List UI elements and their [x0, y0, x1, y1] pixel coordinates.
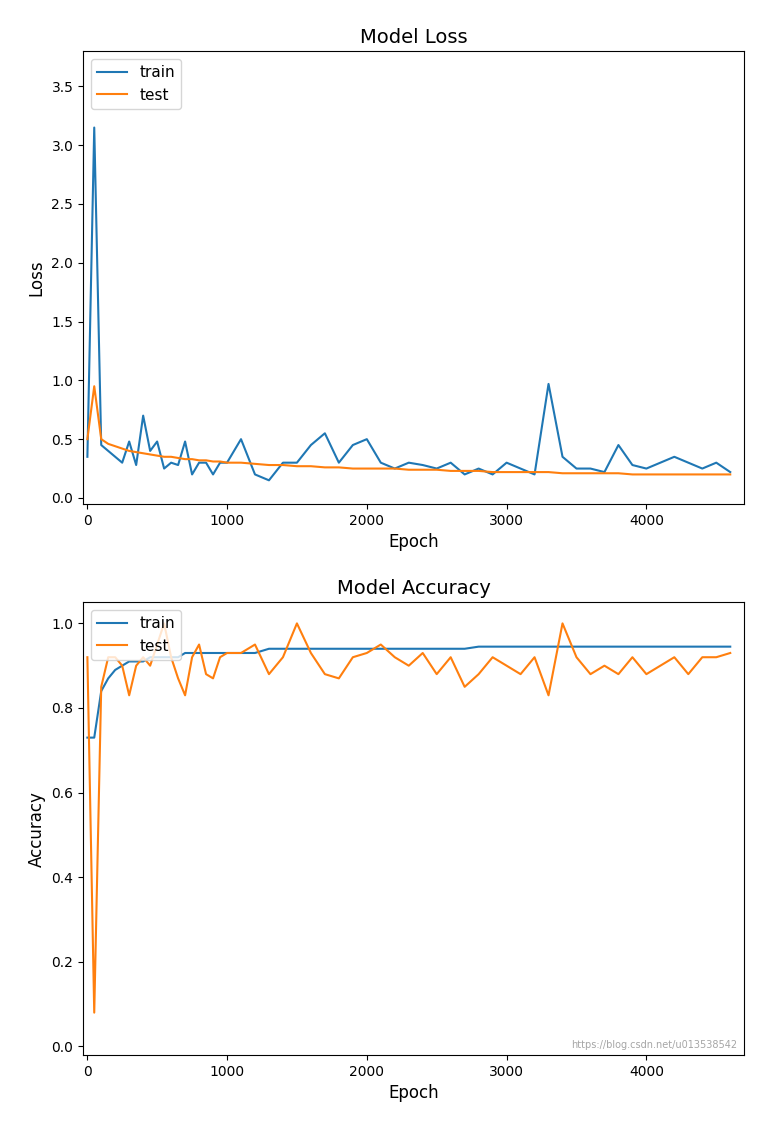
train	[96, 685, 106, 698]
train	[188, 646, 197, 660]
train	[83, 731, 92, 745]
train	[474, 640, 483, 653]
test	[110, 651, 120, 664]
train	[502, 640, 511, 653]
test	[293, 460, 302, 473]
Legend: train, test: train, test	[90, 610, 181, 660]
train	[279, 642, 288, 655]
test	[726, 646, 735, 660]
train	[306, 438, 316, 452]
train	[502, 455, 511, 469]
Y-axis label: Accuracy: Accuracy	[28, 791, 46, 867]
test	[83, 651, 92, 664]
Title: Model Loss: Model Loss	[360, 28, 468, 46]
train	[103, 444, 113, 458]
test	[628, 468, 637, 481]
train	[195, 455, 204, 469]
test	[726, 468, 735, 481]
test	[195, 453, 204, 467]
Legend: train, test: train, test	[90, 59, 181, 108]
test	[110, 440, 120, 453]
Line: test: test	[87, 386, 730, 475]
train	[726, 640, 735, 653]
train	[110, 450, 120, 463]
train	[726, 466, 735, 479]
test	[488, 466, 497, 479]
train	[83, 450, 92, 463]
test	[103, 651, 113, 664]
Line: test: test	[87, 624, 730, 1012]
test	[306, 646, 316, 660]
train	[90, 121, 99, 134]
test	[160, 617, 169, 631]
test	[502, 466, 511, 479]
X-axis label: Epoch: Epoch	[388, 1084, 439, 1102]
test	[103, 437, 113, 451]
train	[103, 671, 113, 685]
test	[90, 380, 99, 393]
Title: Model Accuracy: Model Accuracy	[337, 579, 490, 598]
train	[516, 462, 525, 476]
test	[502, 659, 511, 672]
Text: https://blog.csdn.net/u013538542: https://blog.csdn.net/u013538542	[571, 1041, 737, 1051]
Line: train: train	[87, 646, 730, 738]
test	[83, 433, 92, 446]
Line: train: train	[87, 128, 730, 480]
test	[201, 668, 211, 681]
train	[264, 473, 273, 487]
test	[90, 1006, 99, 1019]
train	[488, 640, 497, 653]
X-axis label: Epoch: Epoch	[388, 533, 439, 551]
Y-axis label: Loss: Loss	[28, 259, 46, 296]
test	[516, 668, 525, 681]
